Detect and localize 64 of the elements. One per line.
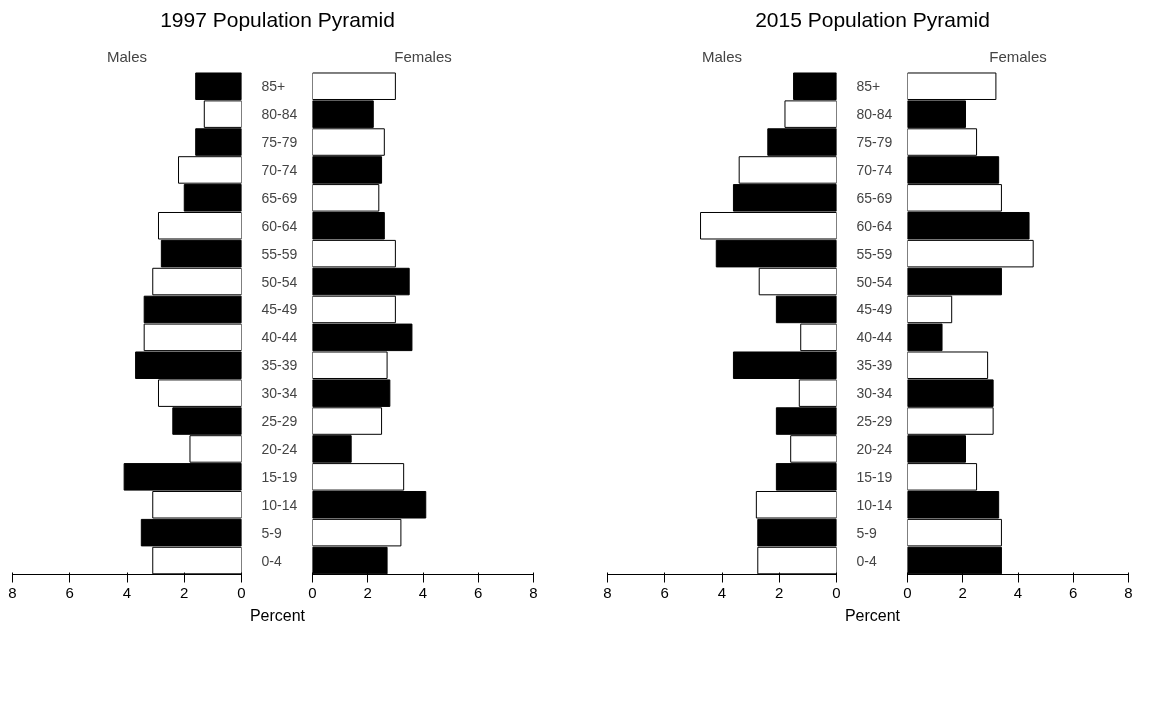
x-tick-label: 2 — [775, 583, 784, 601]
y-tick-label: 5-9 — [856, 524, 877, 541]
chart-title: 2015 Population Pyramid — [755, 7, 990, 33]
y-tick-label: 0-4 — [261, 552, 282, 569]
y-tick-label: 50-54 — [261, 273, 298, 290]
x-tick-label: 0 — [832, 583, 841, 601]
y-tick-label: 35-39 — [856, 357, 893, 374]
x-tick-label: 4 — [418, 583, 428, 601]
y-tick-label: 40-44 — [856, 329, 893, 346]
y-tick-label: 20-24 — [261, 440, 298, 457]
x-axis-title: Percent — [844, 606, 901, 626]
x-tick-label: 2 — [958, 583, 967, 601]
x-tick-label: 6 — [660, 583, 669, 601]
y-tick-label: 85+ — [856, 78, 881, 95]
y-tick-label: 25-29 — [856, 413, 893, 430]
y-tick-label: 65-69 — [261, 189, 298, 206]
y-tick-label: 85+ — [261, 78, 286, 95]
x-tick-label: 2 — [180, 583, 189, 601]
y-tick-label: 10-14 — [261, 496, 298, 513]
y-tick-label: 55-59 — [261, 245, 298, 262]
y-tick-label: 15-19 — [261, 468, 298, 485]
x-tick-label: 6 — [1069, 583, 1078, 601]
y-tick-label: 65-69 — [856, 189, 893, 206]
y-tick-label: 60-64 — [261, 217, 298, 234]
x-tick-label: 8 — [8, 583, 17, 601]
x-tick-label: 0 — [903, 583, 912, 601]
x-axis-title: Percent — [249, 606, 306, 626]
chart-subtitle: Females — [989, 47, 1047, 65]
y-tick-label: 5-9 — [261, 524, 282, 541]
x-tick-label: 8 — [529, 583, 538, 601]
chart-subtitle: Females — [394, 47, 452, 65]
x-tick-label: 8 — [603, 583, 612, 601]
y-tick-label: 75-79 — [261, 134, 298, 151]
y-tick-label: 30-34 — [261, 385, 298, 402]
y-tick-label: 0-4 — [856, 552, 877, 569]
y-tick-label: 70-74 — [856, 161, 893, 178]
y-tick-label: 60-64 — [856, 217, 893, 234]
y-tick-label: 45-49 — [856, 301, 893, 318]
x-tick-label: 6 — [474, 583, 483, 601]
x-tick-label: 0 — [237, 583, 246, 601]
y-tick-label: 20-24 — [856, 440, 893, 457]
x-tick-label: 2 — [363, 583, 372, 601]
y-tick-label: 25-29 — [261, 413, 298, 430]
chart-subtitle: Males — [106, 47, 148, 65]
y-tick-label: 80-84 — [261, 106, 298, 123]
chart-title: 1997 Population Pyramid — [160, 7, 395, 33]
y-tick-label: 40-44 — [261, 329, 298, 346]
y-tick-label: 50-54 — [856, 273, 893, 290]
x-tick-label: 4 — [717, 583, 727, 601]
x-tick-label: 8 — [1124, 583, 1133, 601]
y-tick-label: 35-39 — [261, 357, 298, 374]
x-tick-label: 6 — [65, 583, 74, 601]
y-tick-label: 75-79 — [856, 134, 893, 151]
y-tick-label: 15-19 — [856, 468, 893, 485]
y-tick-label: 30-34 — [856, 385, 893, 402]
y-tick-label: 55-59 — [856, 245, 893, 262]
x-tick-label: 4 — [122, 583, 132, 601]
y-tick-label: 45-49 — [261, 301, 298, 318]
chart-subtitle: Males — [701, 47, 743, 65]
y-tick-label: 80-84 — [856, 106, 893, 123]
x-tick-label: 4 — [1013, 583, 1023, 601]
x-tick-label: 0 — [308, 583, 317, 601]
y-tick-label: 70-74 — [261, 161, 298, 178]
y-tick-label: 10-14 — [856, 496, 893, 513]
